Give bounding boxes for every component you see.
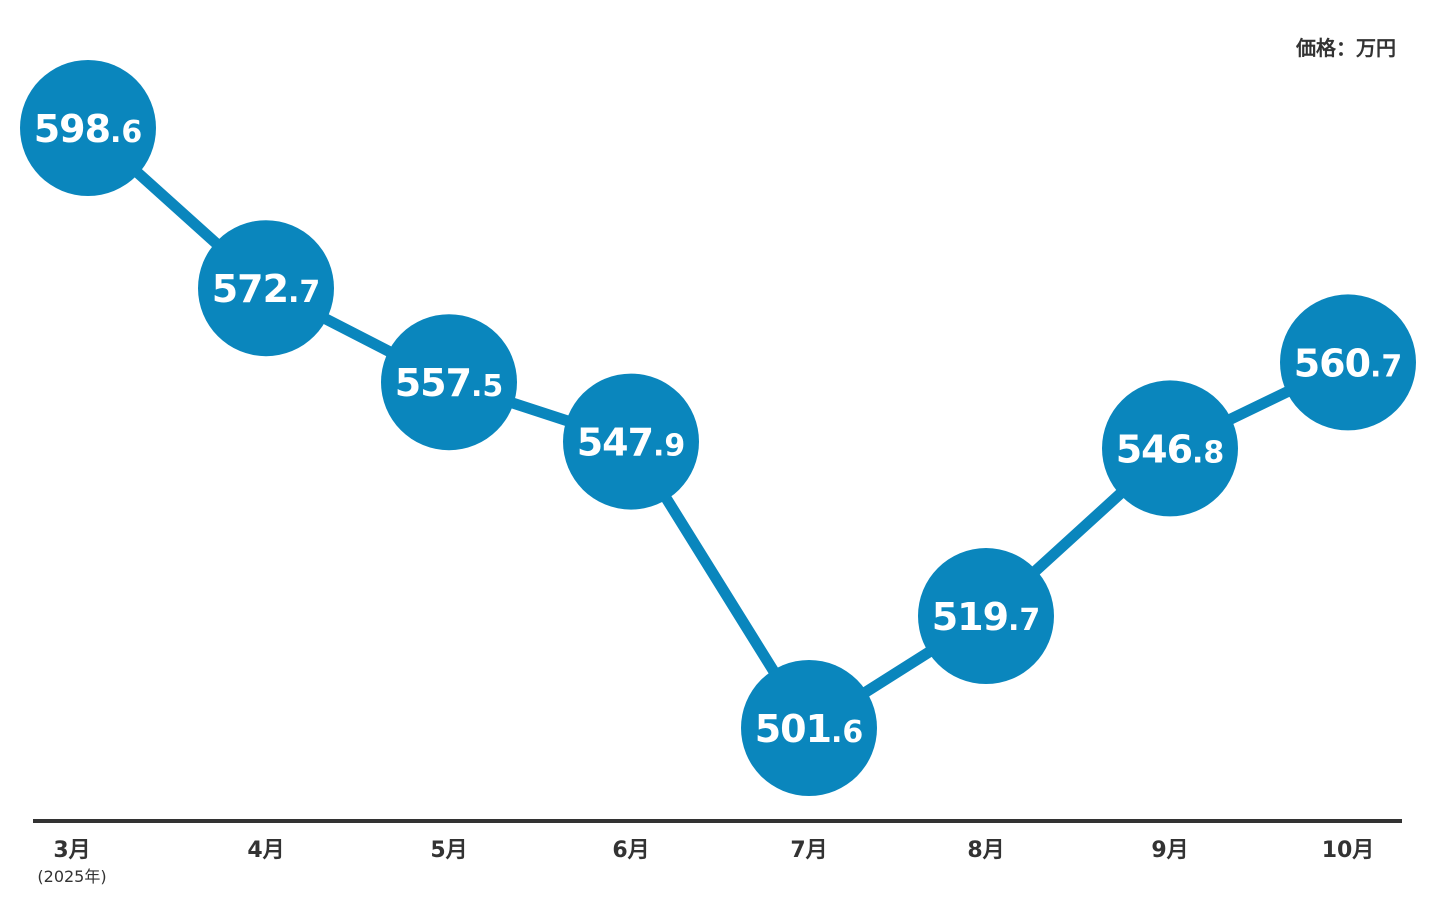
data-label: 598.6 (34, 107, 143, 151)
data-point (1102, 380, 1238, 517)
data-point (20, 60, 156, 196)
data-point (918, 548, 1054, 685)
data-point (563, 373, 699, 510)
data-label: 560.7 (1294, 341, 1403, 385)
x-tick-label: 4月 (247, 838, 284, 863)
data-point (198, 220, 334, 357)
data-label: 501.6 (755, 707, 864, 751)
unit-label: 価格：万円 (1296, 36, 1396, 60)
data-label: 547.9 (577, 421, 686, 465)
x-tick-sublabel: (2025年) (37, 867, 106, 886)
x-tick-label: 6月 (612, 838, 649, 863)
x-tick-label: 7月 (790, 838, 827, 863)
x-tick-label: 8月 (967, 838, 1004, 863)
x-tick-label: 5月 (430, 838, 467, 863)
x-tick-label: 3月 (53, 838, 90, 863)
data-label: 557.5 (395, 361, 504, 405)
x-tick-label: 10月 (1322, 838, 1375, 863)
data-label: 546.8 (1116, 427, 1225, 471)
x-tick-label: 9月 (1151, 838, 1188, 863)
data-point (381, 314, 517, 451)
data-point (1280, 294, 1416, 431)
data-label: 572.7 (212, 267, 321, 311)
data-label: 519.7 (932, 595, 1041, 639)
data-point (741, 660, 877, 796)
